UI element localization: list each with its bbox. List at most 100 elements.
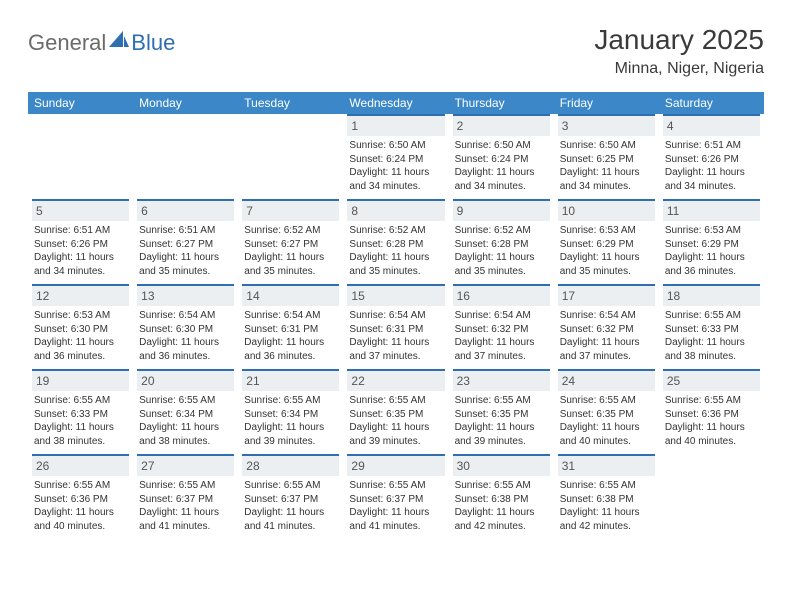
sunrise-line: Sunrise: 6:55 AM bbox=[34, 394, 127, 408]
sunrise-line: Sunrise: 6:55 AM bbox=[244, 479, 337, 493]
dow-thursday: Thursday bbox=[449, 92, 554, 114]
sunrise-line: Sunrise: 6:55 AM bbox=[560, 479, 653, 493]
day-cell: 9Sunrise: 6:52 AMSunset: 6:28 PMDaylight… bbox=[449, 199, 554, 284]
day-number: 12 bbox=[32, 284, 129, 306]
daylight-line: Daylight: 11 hours and 34 minutes. bbox=[665, 166, 758, 193]
daylight-line: Daylight: 11 hours and 40 minutes. bbox=[560, 421, 653, 448]
day-wrap: 23Sunrise: 6:55 AMSunset: 6:35 PMDayligh… bbox=[449, 369, 554, 454]
day-wrap: 3Sunrise: 6:50 AMSunset: 6:25 PMDaylight… bbox=[554, 114, 659, 199]
daylight-line: Daylight: 11 hours and 36 minutes. bbox=[665, 251, 758, 278]
sunrise-line: Sunrise: 6:55 AM bbox=[139, 394, 232, 408]
logo: General Blue bbox=[28, 30, 175, 56]
week-row: 26Sunrise: 6:55 AMSunset: 6:36 PMDayligh… bbox=[28, 454, 764, 539]
sunset-line: Sunset: 6:28 PM bbox=[455, 238, 548, 252]
day-info: Sunrise: 6:54 AMSunset: 6:32 PMDaylight:… bbox=[558, 309, 655, 363]
sunset-line: Sunset: 6:33 PM bbox=[34, 408, 127, 422]
day-info: Sunrise: 6:55 AMSunset: 6:35 PMDaylight:… bbox=[347, 394, 444, 448]
sunrise-line: Sunrise: 6:53 AM bbox=[560, 224, 653, 238]
day-cell: 31Sunrise: 6:55 AMSunset: 6:38 PMDayligh… bbox=[554, 454, 659, 539]
daylight-line: Daylight: 11 hours and 39 minutes. bbox=[349, 421, 442, 448]
sunset-line: Sunset: 6:38 PM bbox=[560, 493, 653, 507]
logo-text-blue: Blue bbox=[131, 30, 175, 56]
day-cell: 7Sunrise: 6:52 AMSunset: 6:27 PMDaylight… bbox=[238, 199, 343, 284]
day-wrap: 12 Sunrise: 6:53 AMSunset: 6:30 PMDayligh… bbox=[28, 284, 133, 369]
day-cell: 5Sunrise: 6:51 AMSunset: 6:26 PMDaylight… bbox=[28, 199, 133, 284]
daylight-line: Daylight: 11 hours and 37 minutes. bbox=[560, 336, 653, 363]
day-number: 13 bbox=[137, 284, 234, 306]
day-number: 25 bbox=[663, 369, 760, 391]
day-cell: 20Sunrise: 6:55 AMSunset: 6:34 PMDayligh… bbox=[133, 369, 238, 454]
daylight-line: Daylight: 11 hours and 35 minutes. bbox=[244, 251, 337, 278]
day-info: Sunrise: 6:54 AMSunset: 6:30 PMDaylight:… bbox=[137, 309, 234, 363]
sunset-line: Sunset: 6:35 PM bbox=[560, 408, 653, 422]
daylight-line: Daylight: 11 hours and 38 minutes. bbox=[34, 421, 127, 448]
day-cell: 16Sunrise: 6:54 AMSunset: 6:32 PMDayligh… bbox=[449, 284, 554, 369]
day-info: Sunrise: 6:53 AMSunset: 6:30 PMDaylight:… bbox=[32, 309, 129, 363]
day-cell: 3Sunrise: 6:50 AMSunset: 6:25 PMDaylight… bbox=[554, 114, 659, 199]
day-cell: 11Sunrise: 6:53 AMSunset: 6:29 PMDayligh… bbox=[659, 199, 764, 284]
sunset-line: Sunset: 6:33 PM bbox=[665, 323, 758, 337]
day-number: 15 bbox=[347, 284, 444, 306]
daylight-line: Daylight: 11 hours and 41 minutes. bbox=[244, 506, 337, 533]
day-wrap: 13 Sunrise: 6:54 AMSunset: 6:30 PMDayligh… bbox=[133, 284, 238, 369]
sunset-line: Sunset: 6:32 PM bbox=[455, 323, 548, 337]
dow-wednesday: Wednesday bbox=[343, 92, 448, 114]
day-cell: 23Sunrise: 6:55 AMSunset: 6:35 PMDayligh… bbox=[449, 369, 554, 454]
day-wrap: 17Sunrise: 6:54 AMSunset: 6:32 PMDayligh… bbox=[554, 284, 659, 369]
day-number: 10 bbox=[558, 199, 655, 221]
sunrise-line: Sunrise: 6:52 AM bbox=[349, 224, 442, 238]
day-number: 22 bbox=[347, 369, 444, 391]
day-wrap: 26Sunrise: 6:55 AMSunset: 6:36 PMDayligh… bbox=[28, 454, 133, 539]
day-number: 2 bbox=[453, 114, 550, 136]
sunrise-line: Sunrise: 6:50 AM bbox=[455, 139, 548, 153]
sunrise-line: Sunrise: 6:55 AM bbox=[244, 394, 337, 408]
day-wrap: 7Sunrise: 6:52 AMSunset: 6:27 PMDaylight… bbox=[238, 199, 343, 284]
header: General Blue January 2025 Minna, Niger, … bbox=[28, 24, 764, 78]
day-cell: 8Sunrise: 6:52 AMSunset: 6:28 PMDaylight… bbox=[343, 199, 448, 284]
day-info: Sunrise: 6:53 AMSunset: 6:29 PMDaylight:… bbox=[558, 224, 655, 278]
day-info: Sunrise: 6:55 AMSunset: 6:37 PMDaylight:… bbox=[242, 479, 339, 533]
day-cell: 12 Sunrise: 6:53 AMSunset: 6:30 PMDayligh… bbox=[28, 284, 133, 369]
sunset-line: Sunset: 6:38 PM bbox=[455, 493, 548, 507]
day-number: 8 bbox=[347, 199, 444, 221]
day-wrap: 10 Sunrise: 6:53 AMSunset: 6:29 PMDayligh… bbox=[554, 199, 659, 284]
sunrise-line: Sunrise: 6:55 AM bbox=[455, 394, 548, 408]
daylight-line: Daylight: 11 hours and 34 minutes. bbox=[349, 166, 442, 193]
daylight-line: Daylight: 11 hours and 36 minutes. bbox=[34, 336, 127, 363]
day-number: 6 bbox=[137, 199, 234, 221]
day-wrap: 27Sunrise: 6:55 AMSunset: 6:37 PMDayligh… bbox=[133, 454, 238, 539]
day-number: 20 bbox=[137, 369, 234, 391]
day-wrap: 24Sunrise: 6:55 AMSunset: 6:35 PMDayligh… bbox=[554, 369, 659, 454]
day-wrap: 29Sunrise: 6:55 AMSunset: 6:37 PMDayligh… bbox=[343, 454, 448, 539]
sunset-line: Sunset: 6:34 PM bbox=[139, 408, 232, 422]
day-info: Sunrise: 6:51 AMSunset: 6:27 PMDaylight:… bbox=[137, 224, 234, 278]
logo-text-general: General bbox=[28, 30, 106, 56]
day-info: Sunrise: 6:51 AMSunset: 6:26 PMDaylight:… bbox=[32, 224, 129, 278]
sunrise-line: Sunrise: 6:50 AM bbox=[560, 139, 653, 153]
sunrise-line: Sunrise: 6:55 AM bbox=[34, 479, 127, 493]
week-row: 5Sunrise: 6:51 AMSunset: 6:26 PMDaylight… bbox=[28, 199, 764, 284]
sunrise-line: Sunrise: 6:55 AM bbox=[349, 394, 442, 408]
day-cell: 28 Sunrise: 6:55 AMSunset: 6:37 PMDayligh… bbox=[238, 454, 343, 539]
daylight-line: Daylight: 11 hours and 41 minutes. bbox=[349, 506, 442, 533]
day-info: Sunrise: 6:55 AMSunset: 6:36 PMDaylight:… bbox=[663, 394, 760, 448]
day-cell: 26Sunrise: 6:55 AMSunset: 6:36 PMDayligh… bbox=[28, 454, 133, 539]
day-info: Sunrise: 6:50 AMSunset: 6:24 PMDaylight:… bbox=[347, 139, 444, 193]
day-number: 27 bbox=[137, 454, 234, 476]
day-info: Sunrise: 6:55 AMSunset: 6:33 PMDaylight:… bbox=[32, 394, 129, 448]
sunset-line: Sunset: 6:35 PM bbox=[455, 408, 548, 422]
day-info: Sunrise: 6:50 AMSunset: 6:24 PMDaylight:… bbox=[453, 139, 550, 193]
day-number: 28 bbox=[242, 454, 339, 476]
day-wrap: 18Sunrise: 6:55 AMSunset: 6:33 PMDayligh… bbox=[659, 284, 764, 369]
sunset-line: Sunset: 6:29 PM bbox=[665, 238, 758, 252]
daylight-line: Daylight: 11 hours and 42 minutes. bbox=[455, 506, 548, 533]
dow-saturday: Saturday bbox=[659, 92, 764, 114]
day-wrap: 15Sunrise: 6:54 AMSunset: 6:31 PMDayligh… bbox=[343, 284, 448, 369]
sunrise-line: Sunrise: 6:50 AM bbox=[349, 139, 442, 153]
day-wrap: 6 Sunrise: 6:51 AMSunset: 6:27 PMDaylight… bbox=[133, 199, 238, 284]
day-info: Sunrise: 6:55 AMSunset: 6:33 PMDaylight:… bbox=[663, 309, 760, 363]
day-info: Sunrise: 6:54 AMSunset: 6:31 PMDaylight:… bbox=[242, 309, 339, 363]
calendar-page: General Blue January 2025 Minna, Niger, … bbox=[0, 0, 792, 559]
daylight-line: Daylight: 11 hours and 36 minutes. bbox=[244, 336, 337, 363]
sunset-line: Sunset: 6:30 PM bbox=[34, 323, 127, 337]
